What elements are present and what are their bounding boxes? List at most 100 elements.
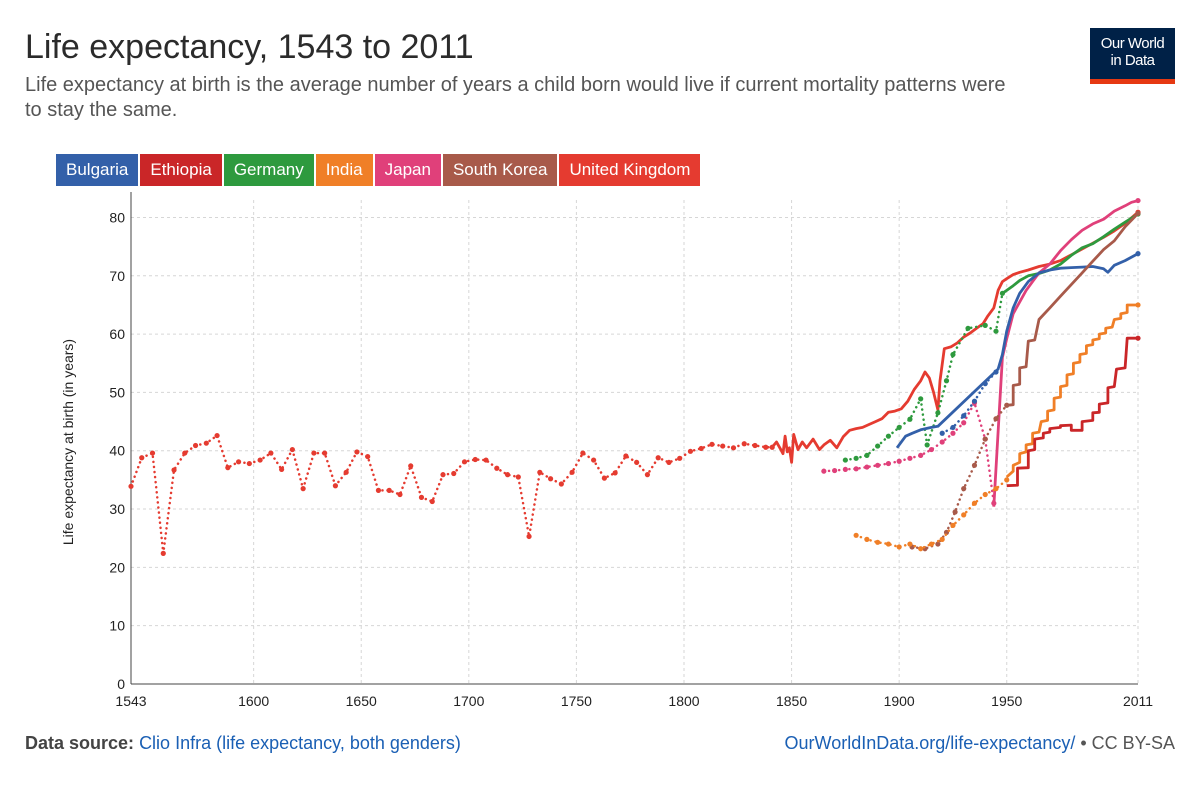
series-india-point	[896, 544, 902, 550]
series-india-point	[907, 541, 913, 547]
series-japan-point	[950, 430, 956, 436]
series-united-kingdom-point	[139, 455, 145, 461]
series-united-kingdom-point	[246, 460, 252, 467]
series-south-korea-point	[961, 486, 967, 492]
series-germany-point	[864, 452, 870, 459]
series-south-korea-point	[971, 462, 978, 468]
data-source-label: Data source:	[25, 733, 135, 753]
series-japan-end-point	[1135, 197, 1141, 204]
owid-logo[interactable]: Our World in Data	[1090, 28, 1175, 84]
series-united-kingdom-point	[687, 448, 694, 454]
series-ethiopia-end-point	[1135, 335, 1141, 341]
series-bulgaria-end-point	[1135, 251, 1141, 257]
series-india-point	[939, 536, 945, 542]
series-united-kingdom-point	[375, 487, 382, 493]
series-united-kingdom-point	[666, 459, 672, 466]
x-tick-label: 1900	[884, 693, 915, 709]
series-south-korea-point	[952, 509, 958, 515]
legend-item-bulgaria[interactable]: Bulgaria	[56, 154, 139, 186]
series-india-point	[982, 491, 988, 498]
series-germany-point	[853, 455, 859, 461]
series-united-kingdom-point	[720, 443, 726, 449]
series-united-kingdom-point	[591, 457, 597, 463]
series-united-kingdom-point	[418, 494, 425, 500]
series-united-kingdom-dotted-line	[129, 434, 774, 555]
legend-item-japan[interactable]: Japan	[374, 154, 441, 186]
series-united-kingdom-point	[451, 470, 457, 477]
series-united-kingdom-point	[698, 445, 704, 452]
chart-title: Life expectancy, 1543 to 2011	[25, 28, 474, 66]
y-tick-label: 0	[117, 676, 125, 692]
series-bulgaria-point	[961, 413, 967, 419]
series-germany-point	[875, 443, 881, 449]
series-united-kingdom-point	[279, 466, 285, 473]
series-germany-point	[924, 442, 930, 448]
data-source-link[interactable]: Clio Infra (life expectancy, both gender…	[139, 733, 461, 753]
series-india-point	[928, 541, 935, 547]
series-united-kingdom-point	[289, 446, 295, 453]
series-united-kingdom-point	[311, 450, 317, 456]
series-united-kingdom-point	[408, 463, 414, 469]
owid-url-link[interactable]: OurWorldInData.org/life-expectancy/	[784, 733, 1076, 753]
series-united-kingdom-line	[771, 211, 1139, 464]
series-bulgaria-dotted-line	[940, 370, 998, 435]
series-united-kingdom-point	[192, 442, 199, 449]
series-germany-point	[842, 457, 848, 463]
series-united-kingdom-point	[354, 449, 360, 455]
x-tick-label: 1950	[991, 693, 1022, 709]
series-united-kingdom-point	[160, 550, 166, 556]
series-japan-point	[832, 467, 838, 474]
series-united-kingdom-point	[472, 456, 478, 463]
series-germany-point	[935, 410, 941, 416]
series-united-kingdom-point	[128, 483, 134, 489]
series-united-kingdom-point	[397, 491, 403, 498]
x-tick-label: 1600	[238, 693, 269, 709]
series-united-kingdom-point	[580, 450, 586, 456]
series-united-kingdom-point	[763, 444, 769, 450]
series-germany-point	[918, 396, 924, 402]
series-united-kingdom-point	[730, 445, 737, 451]
legend-item-ethiopia[interactable]: Ethiopia	[140, 154, 222, 186]
legend-item-india[interactable]: India	[315, 154, 373, 186]
x-tick-label: 1800	[668, 693, 699, 709]
series-japan-point	[864, 464, 870, 470]
series-united-kingdom-point	[182, 450, 188, 456]
series-japan-point	[821, 468, 827, 474]
series-japan-point	[853, 466, 859, 472]
series-united-kingdom-point	[677, 455, 683, 461]
series-united-kingdom-point	[461, 459, 468, 465]
series-germany-point	[885, 433, 892, 439]
series-bulgaria-point	[950, 424, 956, 431]
series-united-kingdom-point	[343, 469, 349, 475]
series-japan-point	[875, 462, 881, 468]
series-united-kingdom-point	[515, 474, 521, 480]
series-united-kingdom-point	[429, 498, 435, 505]
y-tick-label: 60	[109, 326, 125, 342]
series-united-kingdom-point	[322, 450, 328, 456]
series-united-kingdom-point	[483, 457, 489, 463]
series-united-kingdom-point	[655, 455, 661, 461]
series-japan-point	[896, 458, 902, 464]
legend-item-germany[interactable]: Germany	[223, 154, 314, 186]
series-united-kingdom-point	[569, 469, 575, 475]
series-india-end-point	[1135, 302, 1141, 308]
x-tick-label: 1750	[561, 693, 592, 709]
series-united-kingdom-point	[612, 470, 618, 476]
series-united-kingdom-point	[203, 440, 209, 446]
series-ethiopia-line	[1006, 336, 1138, 488]
series-united-kingdom-point	[149, 450, 156, 456]
legend-item-south-korea[interactable]: South Korea	[442, 154, 558, 186]
series-south-korea-end-point	[1135, 210, 1141, 217]
series-bulgaria-line	[895, 252, 1139, 449]
series-united-kingdom-point	[709, 441, 715, 447]
series-germany-point	[993, 328, 999, 334]
series-germany-dotted-line	[844, 292, 1004, 462]
series-india-point	[993, 486, 999, 492]
series-germany-point	[943, 378, 950, 384]
logo-accent-bar	[1090, 79, 1175, 84]
series-south-korea-line	[1006, 212, 1140, 407]
series-united-kingdom-point	[300, 486, 306, 492]
legend-item-united-kingdom[interactable]: United Kingdom	[559, 154, 701, 186]
series-united-kingdom-point	[752, 442, 758, 449]
